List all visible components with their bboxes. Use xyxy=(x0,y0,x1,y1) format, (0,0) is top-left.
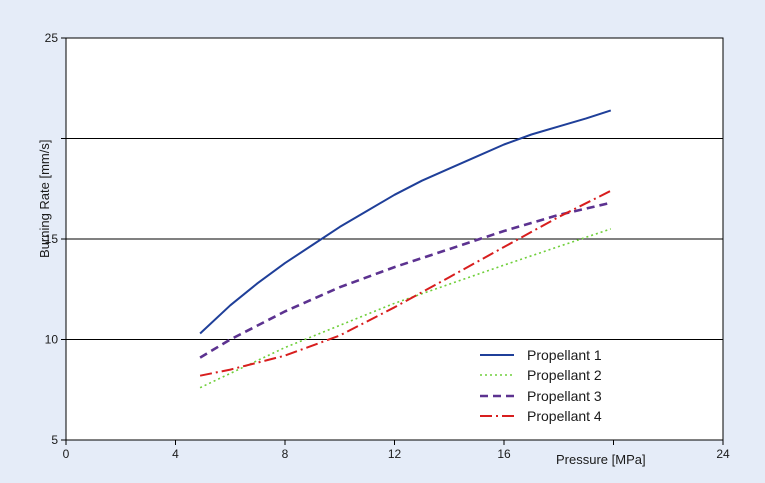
x-axis-label: Pressure [MPa] xyxy=(556,452,646,467)
series-line-propellant-2 xyxy=(199,228,612,389)
legend: Propellant 1 Propellant 2 Propellant 3 P… xyxy=(480,347,602,424)
series-lines xyxy=(199,109,612,389)
axes: 5 10 15 25 0 4 8 12 16 24 xyxy=(45,31,730,461)
x-tick-label: 16 xyxy=(497,447,511,461)
y-axis-label: Burning Rate [mm/s] xyxy=(37,140,52,259)
gridlines xyxy=(66,138,723,340)
legend-label-propellant-3: Propellant 3 xyxy=(527,388,602,404)
y-tick-label: 5 xyxy=(51,433,58,447)
y-tick-label: 15 xyxy=(45,232,59,246)
x-tick-label: 4 xyxy=(172,447,179,461)
legend-label-propellant-2: Propellant 2 xyxy=(527,367,602,383)
series-line-propellant-3 xyxy=(199,201,612,359)
x-tick-label: 0 xyxy=(63,447,70,461)
series-line-propellant-1 xyxy=(199,109,612,335)
x-tick-label: 12 xyxy=(388,447,402,461)
y-tick-label: 25 xyxy=(45,31,59,45)
legend-label-propellant-1: Propellant 1 xyxy=(527,347,602,363)
series-line-propellant-4 xyxy=(199,189,612,377)
x-tick-label: 24 xyxy=(716,447,730,461)
x-tick-label: 8 xyxy=(282,447,289,461)
y-tick-label: 10 xyxy=(45,333,59,347)
legend-label-propellant-4: Propellant 4 xyxy=(527,408,602,424)
